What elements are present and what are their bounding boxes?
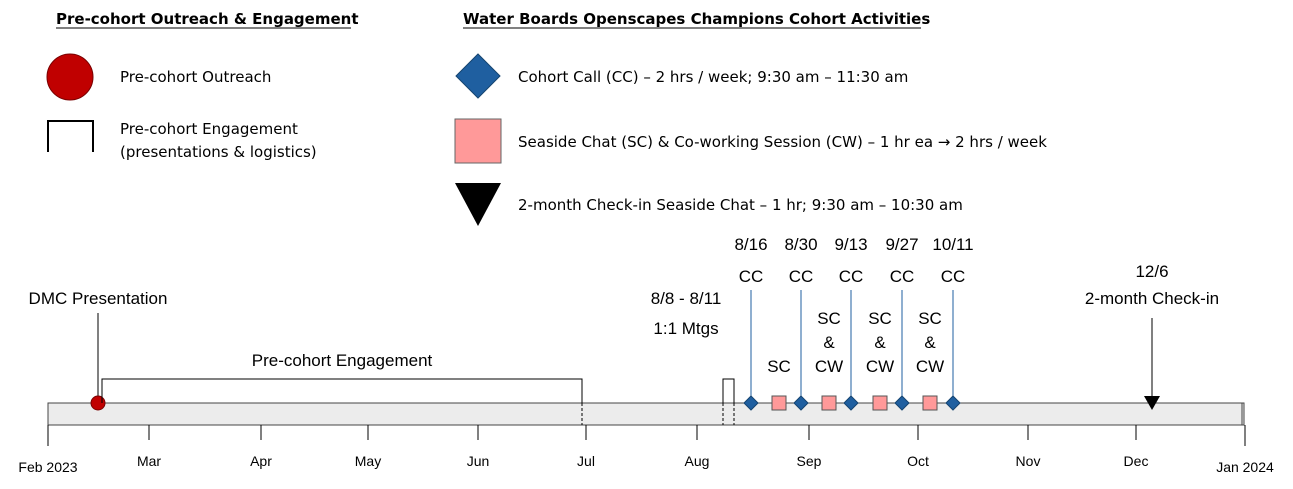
timeline-start-label: Feb 2023: [18, 459, 77, 475]
cohort-call-marker: [843, 395, 859, 411]
legend-title-precohort: Pre-cohort Outreach & Engagement: [56, 10, 359, 28]
seaside-square-icon: [454, 118, 502, 164]
engagement-label: Pre-cohort Engagement: [252, 351, 433, 370]
seaside-marker: [771, 395, 787, 411]
month-label: May: [355, 453, 381, 469]
dmc-presentation-label: DMC Presentation: [29, 289, 168, 308]
checkin-marker: [1144, 396, 1160, 410]
legend-engagement-label-line2: (presentations & logistics): [120, 143, 317, 161]
cohort-calls: 8/16 CC 8/30 CC 9/13 CC 9/27 CC 10/11 CC: [734, 235, 974, 411]
seaside-label-line3: CW: [866, 357, 894, 376]
cohort-call-label: CC: [839, 267, 864, 286]
seaside-chats: SC SC & CW SC & CW SC & CW: [767, 309, 944, 411]
cohort-call-diamond-icon: [455, 53, 501, 99]
seaside-marker: [872, 395, 888, 411]
seaside-label-line1: SC: [767, 357, 791, 376]
checkin-triangle-icon: [455, 183, 501, 226]
timeline-bar: [47, 402, 1245, 426]
month-label: Jun: [467, 453, 490, 469]
cohort-call-marker: [793, 395, 809, 411]
month-ticks: Mar Apr May Jun Jul Aug Sep Oct Nov Dec: [137, 425, 1149, 469]
cohort-call-label: CC: [739, 267, 764, 286]
seaside-label-line2: &: [823, 333, 835, 352]
mtgs-bracket: [722, 378, 735, 403]
legend-outreach-label: Pre-cohort Outreach: [120, 68, 271, 86]
month-label: Jul: [577, 453, 595, 469]
seaside-label-line1: SC: [868, 309, 892, 328]
seaside-label-line2: &: [874, 333, 886, 352]
legend-cohort-call-label: Cohort Call (CC) – 2 hrs / week; 9:30 am…: [518, 68, 908, 86]
legend-engagement-label-line1: Pre-cohort Engagement: [120, 120, 298, 138]
legend-title-cohort-activities: Water Boards Openscapes Champions Cohort…: [463, 10, 930, 28]
month-label: Aug: [685, 453, 710, 469]
cohort-call-date: 8/30: [784, 235, 817, 254]
mtgs-dates-label: 8/8 - 8/11: [651, 289, 722, 308]
checkin-date-label: 12/6: [1135, 262, 1168, 281]
cohort-call-marker: [894, 395, 910, 411]
seaside-label-line1: SC: [817, 309, 841, 328]
timeline-end-label: Jan 2024: [1216, 459, 1274, 475]
seaside-label-line1: SC: [918, 309, 942, 328]
mtgs-label: 1:1 Mtgs: [653, 319, 718, 338]
cohort-call-marker: [945, 395, 961, 411]
engagement-bracket: [101, 378, 583, 403]
cohort-call-date: 9/13: [834, 235, 867, 254]
dmc-outreach-marker: [90, 395, 106, 411]
seaside-marker: [821, 395, 837, 411]
checkin-label: 2-month Check-in: [1085, 289, 1219, 308]
month-label: Mar: [137, 453, 161, 469]
month-label: Sep: [797, 453, 822, 469]
cohort-call-marker: [743, 395, 759, 411]
engagement-bracket-icon: [47, 120, 94, 152]
cohort-call-date: 10/11: [932, 235, 973, 254]
month-label: Apr: [250, 453, 272, 469]
outreach-circle-icon: [46, 53, 94, 101]
cohort-call-date: 9/27: [885, 235, 918, 254]
month-label: Oct: [907, 453, 929, 469]
seaside-label-line3: CW: [815, 357, 843, 376]
cohort-call-label: CC: [941, 267, 966, 286]
cohort-call-label: CC: [890, 267, 915, 286]
month-label: Dec: [1124, 453, 1149, 469]
cohort-call-date: 8/16: [734, 235, 767, 254]
seaside-label-line3: CW: [916, 357, 944, 376]
legend-seaside-label: Seaside Chat (SC) & Co-working Session (…: [518, 133, 1047, 151]
seaside-label-line2: &: [924, 333, 936, 352]
seaside-marker: [922, 395, 938, 411]
month-label: Nov: [1016, 453, 1041, 469]
legend-checkin-label: 2-month Check-in Seaside Chat – 1 hr; 9:…: [518, 196, 963, 214]
cohort-call-label: CC: [789, 267, 814, 286]
